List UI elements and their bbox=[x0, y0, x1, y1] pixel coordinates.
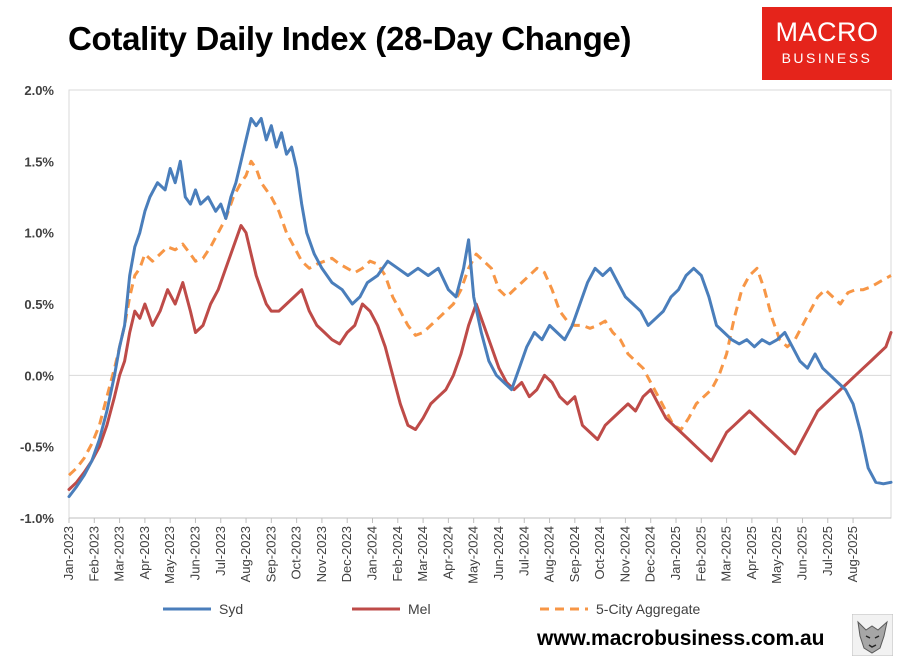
website-url: www.macrobusiness.com.au bbox=[537, 627, 825, 650]
x-tick-label: May-2024 bbox=[466, 526, 481, 584]
x-tick-label: Nov-2024 bbox=[617, 526, 632, 582]
x-tick-label: Jul-2023 bbox=[213, 526, 228, 576]
x-tick-label: Feb-2025 bbox=[693, 526, 708, 582]
x-tick-label: Jun-2025 bbox=[794, 526, 809, 580]
x-tick-label: Nov-2023 bbox=[314, 526, 329, 582]
x-tick-label: Jul-2024 bbox=[516, 526, 531, 576]
x-tick-label: Jun-2024 bbox=[491, 526, 506, 580]
y-tick-label: -1.0% bbox=[20, 511, 54, 526]
x-tick-label: Jan-2024 bbox=[365, 526, 380, 580]
x-tick-label: Dec-2023 bbox=[339, 526, 354, 582]
x-tick-label: Dec-2024 bbox=[643, 526, 658, 582]
y-tick-label: 0.0% bbox=[24, 368, 54, 383]
x-tick-label: May-2023 bbox=[162, 526, 177, 584]
x-tick-label: Mar-2024 bbox=[415, 526, 430, 582]
x-tick-label: Jul-2025 bbox=[820, 526, 835, 576]
x-tick-label: Apr-2025 bbox=[744, 526, 759, 579]
x-tick-label: Mar-2025 bbox=[719, 526, 734, 582]
x-tick-label: Aug-2023 bbox=[238, 526, 253, 582]
x-tick-label: Jun-2023 bbox=[187, 526, 202, 580]
x-tick-label: Feb-2024 bbox=[390, 526, 405, 582]
x-tick-label: Sep-2024 bbox=[567, 526, 582, 582]
x-tick-label: Apr-2023 bbox=[137, 526, 152, 579]
legend-label: Syd bbox=[219, 601, 243, 617]
y-axis: -1.0% -0.5% 0.0% 0.5% 1.0% 1.5% 2.0% bbox=[20, 83, 891, 526]
series-line-5-city-aggregate bbox=[67, 159, 892, 477]
series-line-mel bbox=[67, 224, 893, 491]
x-tick-label: Apr-2024 bbox=[440, 526, 455, 579]
y-tick-label: -0.5% bbox=[20, 440, 54, 455]
legend-label: Mel bbox=[408, 601, 431, 617]
y-tick-label: 0.5% bbox=[24, 297, 54, 312]
x-tick-label: Oct-2023 bbox=[289, 526, 304, 579]
x-tick-label: Aug-2024 bbox=[542, 526, 557, 582]
x-tick-label: Aug-2025 bbox=[845, 526, 860, 582]
logo-line-2: BUSINESS bbox=[781, 50, 873, 66]
wolf-logo-icon bbox=[852, 614, 893, 656]
x-tick-label: Mar-2023 bbox=[112, 526, 127, 582]
y-tick-label: 1.0% bbox=[24, 226, 54, 241]
x-tick-label: May-2025 bbox=[769, 526, 784, 584]
y-tick-label: 1.5% bbox=[24, 154, 54, 169]
x-tick-label: Oct-2024 bbox=[592, 526, 607, 579]
x-axis: Jan-2023 Feb-2023 Mar-2023 Apr-2023 May-2023… bbox=[61, 517, 891, 584]
x-tick-label: Sep-2023 bbox=[263, 526, 278, 582]
x-tick-label: Jan-2023 bbox=[61, 526, 76, 580]
x-tick-label: Feb-2023 bbox=[86, 526, 101, 582]
y-tick-label: 2.0% bbox=[24, 83, 54, 98]
logo-line-1: MACRO bbox=[775, 17, 879, 47]
legend: Syd Mel 5-City Aggregate bbox=[163, 601, 700, 617]
chart-title: Cotality Daily Index (28-Day Change) bbox=[68, 20, 632, 57]
series-line-syd bbox=[67, 117, 893, 499]
macrobusiness-logo: MACRO BUSINESS bbox=[762, 7, 892, 80]
x-tick-label: Jan-2025 bbox=[668, 526, 683, 580]
legend-label: 5-City Aggregate bbox=[596, 601, 700, 617]
series-group bbox=[67, 117, 893, 499]
